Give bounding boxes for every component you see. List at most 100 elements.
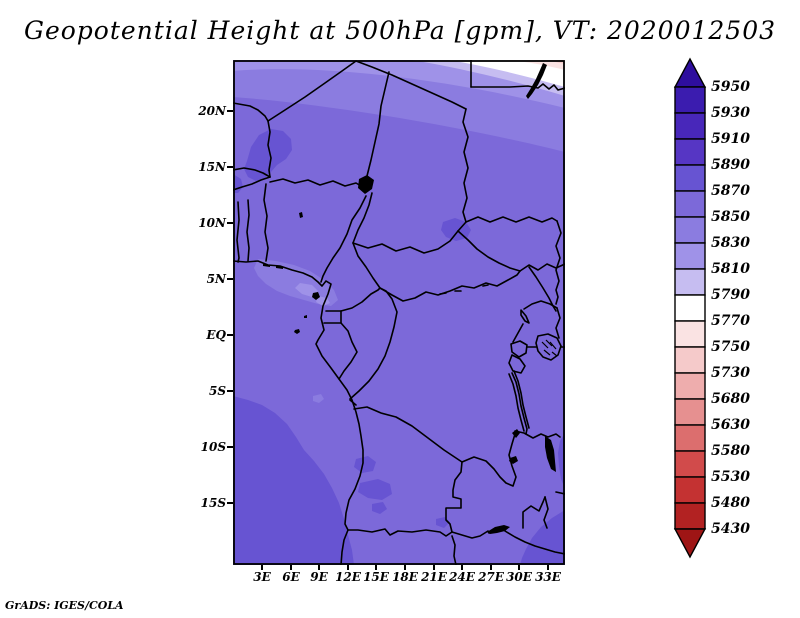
lat-label-15S: 15S (200, 496, 226, 510)
colorbar-label-5730: 5730 (711, 365, 750, 381)
border-line (543, 496, 549, 529)
bioko-island (312, 292, 320, 300)
border-line (347, 528, 453, 537)
lake-victoria-hatch (541, 341, 549, 349)
border-line (451, 530, 490, 539)
border-line (555, 220, 562, 305)
border-line (482, 284, 489, 287)
border-line (508, 373, 525, 432)
lat-label-5S: 5S (208, 384, 226, 398)
dark-patch (354, 456, 376, 473)
lake-kainji (299, 212, 303, 218)
colorbar-arrow-down (673, 528, 707, 559)
colorbar-segment (674, 450, 706, 478)
lon-tick (375, 565, 377, 570)
lon-label-24E: 24E (449, 570, 475, 584)
lon-tick (518, 565, 520, 570)
colorbar-segment (674, 346, 706, 374)
lon-tick (290, 565, 292, 570)
colorbar-label-5910: 5910 (711, 131, 750, 147)
dark-patch (372, 502, 387, 514)
lon-label-15E: 15E (363, 570, 389, 584)
colorbar-segment (674, 294, 706, 322)
lat-tick (227, 334, 233, 336)
border-line (355, 60, 467, 110)
lat-label-20N: 20N (198, 104, 226, 118)
colorbar-segment (674, 476, 706, 504)
colorbar (673, 57, 707, 559)
border-line (535, 333, 562, 361)
lat-tick (227, 110, 233, 112)
lat-tick (227, 278, 233, 280)
border-line (439, 292, 447, 295)
border-line (338, 322, 358, 380)
lat-label-5N: 5N (206, 272, 226, 286)
lon-tick (347, 565, 349, 570)
colorbar-label-5580: 5580 (711, 443, 750, 459)
lat-label-15N: 15N (198, 160, 226, 174)
lat-label-10S: 10S (200, 440, 226, 454)
colorbar-segment (674, 242, 706, 270)
colorbar-label-5680: 5680 (711, 391, 750, 407)
lon-tick (461, 565, 463, 570)
colorbar-label-5930: 5930 (711, 105, 750, 121)
border-line (555, 307, 561, 339)
lon-tick (433, 565, 435, 570)
border-line (511, 372, 528, 435)
border-line (513, 370, 530, 429)
map-canvas (233, 60, 565, 565)
border-line (267, 120, 272, 178)
colorbar-segment (674, 502, 706, 530)
colorbar-segment (674, 164, 706, 192)
lon-tick (547, 565, 549, 570)
colorbar-label-5530: 5530 (711, 469, 750, 485)
colorbar-segment (674, 424, 706, 452)
colorbar-label-5480: 5480 (711, 495, 750, 511)
border-line (233, 260, 364, 565)
lat-label-EQ: EQ (206, 328, 226, 342)
border-line (353, 406, 463, 463)
lake-victoria-hatch (549, 341, 557, 350)
border-line (323, 310, 342, 324)
border-line (379, 270, 521, 302)
border-line (267, 60, 357, 122)
colorbar-segment (674, 138, 706, 166)
colorbar-segment (674, 216, 706, 244)
colorbar-label-5770: 5770 (711, 313, 750, 329)
colorbar-label-5950: 5950 (711, 79, 750, 95)
light-spot (295, 283, 318, 297)
colorbar-segment (674, 398, 706, 426)
colorbar-arrow-up (673, 57, 707, 88)
lake-victoria-hatch (543, 349, 551, 356)
lat-tick (227, 446, 233, 448)
border-line (263, 183, 269, 262)
lake-victoria-hatch (551, 351, 558, 357)
lon-label-21E: 21E (421, 570, 447, 584)
colorbar-label-5630: 5630 (711, 417, 750, 433)
lon-tick (318, 565, 320, 570)
border-line (508, 354, 526, 374)
border-line (233, 102, 269, 122)
colorbar-label-5830: 5830 (711, 235, 750, 251)
band-5770-5790-northeast (448, 60, 565, 87)
light-spot (313, 394, 324, 403)
lon-label-12E: 12E (335, 570, 361, 584)
colorbar-label-5430: 5430 (711, 521, 750, 537)
principe-island (304, 315, 307, 318)
border-line (233, 167, 271, 178)
border-line (523, 300, 558, 310)
border-line (470, 83, 565, 91)
border-line (352, 242, 381, 289)
dark-patch-16n (244, 129, 292, 181)
border-line (340, 287, 381, 312)
colorbar-segment (674, 372, 706, 400)
border-line (365, 71, 390, 181)
colorbar-segment (674, 320, 706, 348)
colorbar-label-5850: 5850 (711, 209, 750, 225)
map-frame (233, 60, 565, 565)
border-line (457, 108, 469, 232)
band-5870-southwest (233, 396, 354, 565)
border-line (522, 496, 546, 529)
lat-label-10N: 10N (198, 216, 226, 230)
lon-tick (490, 565, 492, 570)
